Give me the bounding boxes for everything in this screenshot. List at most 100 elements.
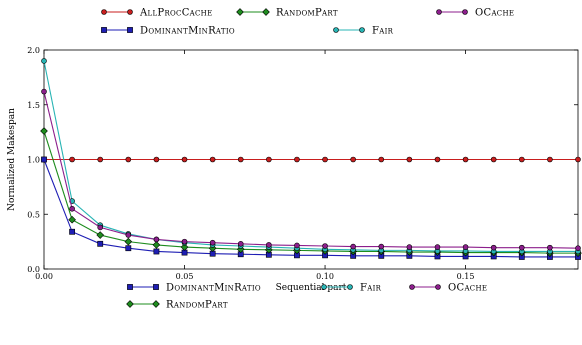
legend-entry-random-part: RandomPart bbox=[236, 8, 338, 19]
data-point-all-proc-cache bbox=[434, 156, 441, 163]
data-point-ocache bbox=[350, 243, 356, 250]
legend-marker-all-proc-cache bbox=[101, 9, 107, 15]
data-point-all-proc-cache bbox=[181, 156, 188, 163]
y-tick-label: 0.5 bbox=[27, 210, 40, 219]
legend-marker-random-part bbox=[262, 8, 270, 16]
data-point-ocache bbox=[153, 236, 160, 243]
legend-entry-dominant-min-ratio: DominantMinRatio bbox=[101, 26, 235, 37]
legend-marker-fair bbox=[333, 27, 339, 33]
series-layer bbox=[40, 58, 582, 260]
data-point-ocache bbox=[322, 243, 328, 249]
legend-entry-fair: Fair bbox=[333, 26, 394, 37]
data-point-ocache bbox=[406, 244, 413, 250]
legend-marker-random-part bbox=[236, 8, 244, 16]
data-point-all-proc-cache bbox=[575, 156, 581, 163]
legend-marker-dominant-min-ratio bbox=[101, 27, 107, 33]
x-tick-label: 0.15 bbox=[457, 272, 475, 281]
legend-marker-fair bbox=[359, 27, 365, 33]
legend-marker-dominant-min-ratio bbox=[153, 284, 159, 290]
data-point-all-proc-cache bbox=[406, 156, 413, 163]
series-dominant-min-ratio bbox=[41, 156, 581, 260]
legend-marker-fair bbox=[347, 284, 353, 290]
data-point-all-proc-cache bbox=[294, 156, 300, 163]
data-point-dominant-min-ratio bbox=[41, 156, 47, 163]
data-point-all-proc-cache bbox=[69, 156, 75, 163]
data-point-ocache bbox=[69, 205, 75, 212]
data-point-ocache bbox=[547, 244, 553, 251]
y-tick-label: 0.0 bbox=[27, 265, 40, 274]
legend-marker-ocache bbox=[436, 9, 442, 15]
data-point-random-part bbox=[180, 243, 189, 251]
legend-marker-random-part bbox=[126, 300, 134, 308]
legend-marker-dominant-min-ratio bbox=[127, 284, 133, 290]
legend-label-random-part: RandomPart bbox=[276, 8, 338, 19]
legend-label-fair: Fair bbox=[360, 283, 382, 294]
series-all-proc-cache bbox=[41, 156, 581, 163]
legend-entry-ocache: OCache bbox=[436, 8, 514, 19]
data-point-random-part bbox=[124, 237, 133, 246]
data-point-all-proc-cache bbox=[547, 156, 553, 163]
data-point-all-proc-cache bbox=[209, 156, 216, 163]
series-line-random-part bbox=[43, 130, 578, 254]
legend-label-ocache: OCache bbox=[448, 283, 487, 294]
data-point-ocache bbox=[462, 244, 469, 250]
data-point-all-proc-cache bbox=[490, 156, 497, 163]
data-point-ocache bbox=[378, 243, 385, 250]
x-tick-label: 0.10 bbox=[316, 272, 334, 281]
data-point-all-proc-cache bbox=[462, 156, 469, 163]
legend-label-fair: Fair bbox=[372, 26, 394, 37]
series-fair bbox=[41, 58, 581, 255]
legend-entry-random-part: RandomPart bbox=[126, 300, 228, 311]
legend-marker-ocache bbox=[435, 284, 441, 290]
data-point-ocache bbox=[575, 245, 581, 251]
data-point-ocache bbox=[518, 244, 525, 251]
legend-marker-ocache bbox=[409, 284, 415, 290]
data-point-ocache bbox=[181, 238, 188, 245]
data-point-random-part bbox=[96, 231, 105, 239]
data-point-all-proc-cache bbox=[518, 156, 525, 163]
series-line-fair bbox=[43, 60, 578, 253]
series-line-dominant-min-ratio bbox=[43, 159, 578, 258]
data-point-dominant-min-ratio bbox=[69, 228, 76, 235]
x-tick-label: 0.05 bbox=[176, 272, 194, 281]
data-point-random-part bbox=[152, 241, 161, 249]
data-point-all-proc-cache bbox=[350, 156, 356, 163]
data-point-dominant-min-ratio bbox=[97, 240, 104, 247]
series-random-part bbox=[40, 127, 582, 257]
data-point-random-part bbox=[208, 244, 217, 253]
data-point-ocache bbox=[125, 232, 132, 238]
data-point-all-proc-cache bbox=[378, 156, 385, 163]
legend-bottom: DominantMinRatio Fair OCache RandomPart bbox=[126, 283, 487, 311]
legend-label-all-proc-cache: AllProcCache bbox=[139, 8, 213, 19]
data-point-all-proc-cache bbox=[237, 156, 244, 163]
y-tick-label: 1.0 bbox=[27, 156, 40, 165]
series-ocache bbox=[41, 88, 581, 251]
legend-marker-dominant-min-ratio bbox=[127, 27, 133, 33]
data-point-ocache bbox=[294, 242, 300, 249]
data-point-fair bbox=[41, 58, 47, 64]
legend-marker-all-proc-cache bbox=[127, 9, 133, 15]
series-line-ocache bbox=[43, 91, 579, 249]
y-tick-label: 2.0 bbox=[27, 46, 40, 55]
legend-label-dominant-min-ratio: DominantMinRatio bbox=[140, 26, 235, 37]
data-point-dominant-min-ratio bbox=[153, 248, 160, 255]
data-point-random-part bbox=[40, 127, 48, 135]
data-point-ocache bbox=[237, 241, 244, 247]
legend-label-random-part: RandomPart bbox=[166, 300, 228, 311]
legend-label-dominant-min-ratio: DominantMinRatio bbox=[166, 283, 261, 294]
legend-marker-random-part bbox=[152, 300, 160, 308]
data-point-all-proc-cache bbox=[97, 156, 104, 163]
legend-entry-ocache: OCache bbox=[409, 283, 487, 294]
data-point-dominant-min-ratio bbox=[125, 245, 132, 252]
data-point-random-part bbox=[68, 215, 76, 224]
x-axis-title: Sequential part bbox=[276, 283, 347, 293]
legend-entry-fair: Fair bbox=[321, 283, 382, 294]
data-point-ocache bbox=[490, 244, 497, 251]
legend-entry-all-proc-cache: AllProcCache bbox=[101, 8, 213, 19]
data-point-ocache bbox=[41, 88, 47, 95]
legend-top: AllProcCache RandomPart OCache DominantMinR… bbox=[101, 8, 514, 37]
data-point-ocache bbox=[434, 244, 441, 250]
data-point-all-proc-cache bbox=[125, 156, 132, 163]
data-point-all-proc-cache bbox=[266, 156, 272, 163]
